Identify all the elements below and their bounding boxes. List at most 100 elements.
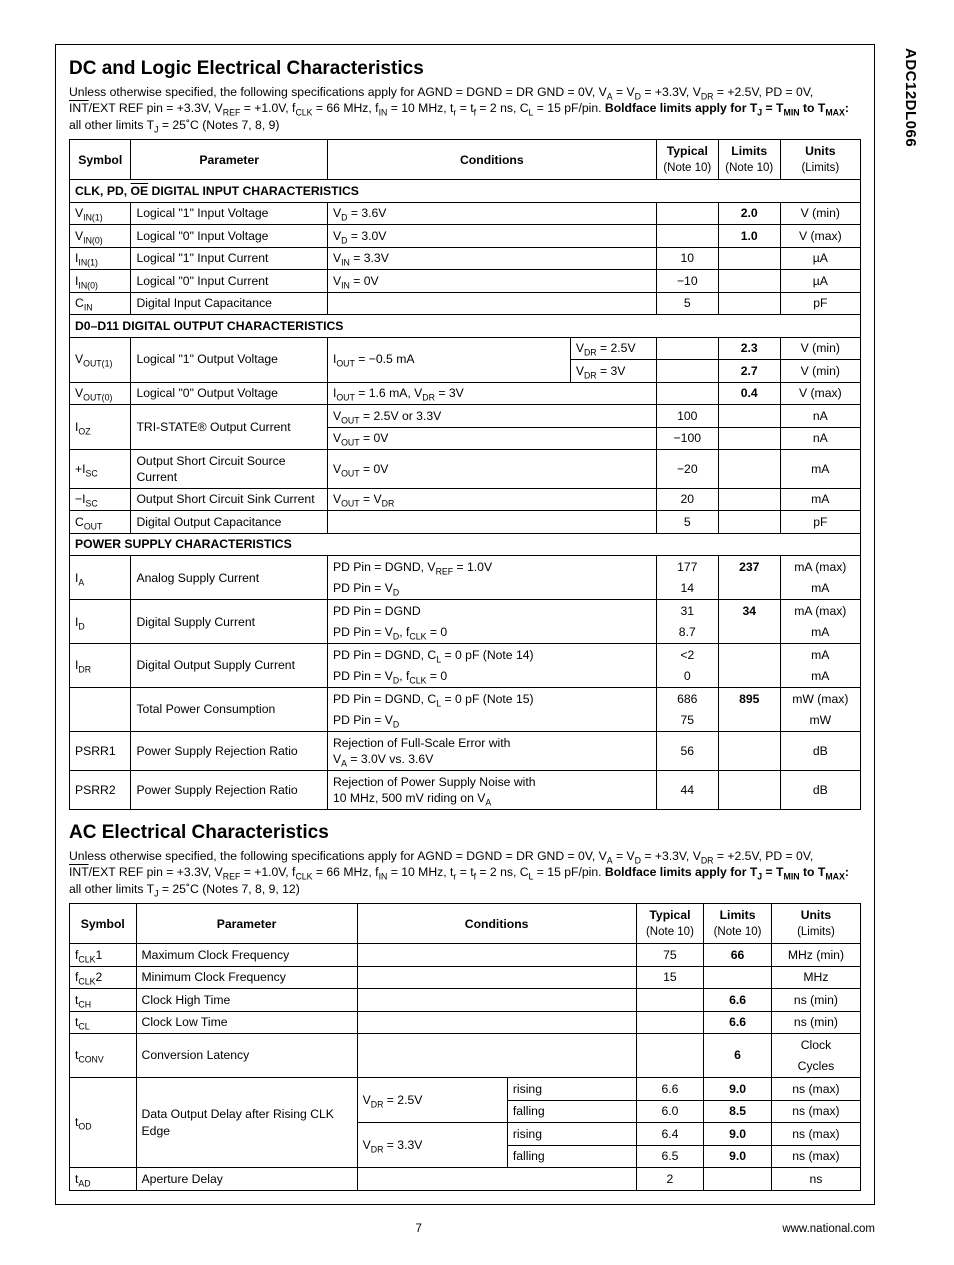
t: : [845,865,849,879]
table-row: VOUT(1) Logical "1" Output Voltage IOUT … [70,337,861,359]
c: 8.5 [704,1100,772,1122]
t: = 0 [426,625,447,639]
t: all other limits T [69,882,154,896]
c: Cycles [771,1056,860,1078]
section-label: D0–D11 DIGITAL OUTPUT CHARACTERISTICS [70,315,861,337]
c: 9.0 [704,1078,772,1100]
t: OUT [341,499,360,509]
c: PD Pin = VD [327,578,656,600]
th-limits: Limits(Note 10) [704,904,772,944]
c: tOD [70,1078,137,1168]
c: tCL [70,1011,137,1033]
t: Rejection of Full-Scale Error with [333,736,510,750]
t: C [75,296,84,310]
table-row: tOD Data Output Delay after Rising CLK E… [70,1078,861,1100]
th-typical: Typical(Note 10) [636,904,704,944]
c [718,666,780,688]
t: /EXT REF pin = +3.3V, V [89,865,223,879]
c: Power Supply Rejection Ratio [131,732,328,771]
c: 1.0 [718,225,780,247]
c [718,292,780,314]
t: V [75,206,83,220]
c: +ISC [70,450,131,489]
t: Typical [667,144,708,158]
th-symbol: Symbol [70,140,131,180]
t: 2.0 [741,206,758,220]
t: DR [382,499,395,509]
c: COUT [70,511,131,533]
dc-preamble: Unless otherwise specified, the followin… [69,84,861,133]
table-row: −ISC Output Short Circuit Sink Current V… [70,488,861,510]
t: = 3.6V [347,206,386,220]
c: VD = 3.0V [327,225,656,247]
c [718,270,780,292]
c: <2 [656,644,718,666]
th-conditions: Conditions [327,140,656,180]
t: 34 [742,604,756,618]
c: mA (max) [780,600,860,622]
c: IIN(1) [70,247,131,269]
t: −I [75,492,86,506]
t: (Note 10) [663,162,711,174]
t: 2 [95,970,102,984]
t: = 0 [426,669,447,683]
c: Clock Low Time [136,1011,357,1033]
t: 1 [95,948,102,962]
c: rising [507,1123,636,1145]
c: 2.7 [718,360,780,382]
c: Maximum Clock Frequency [136,944,357,966]
c: MHz (min) [771,944,860,966]
c [718,405,780,427]
t: (Limits) [797,926,835,938]
c: 686 [656,688,718,710]
c: VDR = 3V [570,360,656,382]
c: 15 [636,966,704,988]
c: IIN(0) [70,270,131,292]
t: = 0V [360,431,389,445]
t: DR [78,665,91,675]
t: REF [223,108,241,118]
c: VDR = 2.5V [570,337,656,359]
t: Limits [731,144,767,158]
t: = T [762,101,783,115]
t: PD Pin = V [333,713,393,727]
c [718,622,780,644]
t: IN [341,280,350,290]
t: 6.6 [729,993,746,1007]
t: 66 [731,948,745,962]
c: CIN [70,292,131,314]
t: = 66 MHz, f [313,865,379,879]
t: : [845,101,849,115]
c: PD Pin = DGND, CL = 0 pF (Note 14) [327,644,656,666]
t: = 15 pF/pin. [533,865,604,879]
t: CL [78,1022,89,1032]
c [357,1011,636,1033]
t: 2.7 [741,364,758,378]
t: IN [84,303,93,313]
t: = +1.0V, f [240,865,295,879]
t: = t [456,101,473,115]
c: 20 [656,488,718,510]
t: IN(0) [78,280,97,290]
c: fCLK1 [70,944,137,966]
t: PD Pin = DGND, C [333,648,436,662]
t: (Note 10) [646,926,694,938]
t: = 3V [435,386,464,400]
c: 5 [656,511,718,533]
t: OUT [336,393,355,403]
c: PD Pin = VD, fCLK = 0 [327,622,656,644]
t: IN(0) [83,235,102,245]
dc-table: Symbol Parameter Conditions Typical(Note… [69,139,861,810]
c: 895 [718,688,780,710]
t: = +3.3V, V [641,849,701,863]
c: tCONV [70,1034,137,1078]
t: +I [75,462,86,476]
c: 14 [656,578,718,600]
c: tCH [70,989,137,1011]
page-number: 7 [415,1223,421,1235]
c [656,202,718,224]
t: D [78,621,84,631]
t: V [333,752,341,766]
t: DR [584,348,597,358]
c: VD = 3.6V [327,202,656,224]
